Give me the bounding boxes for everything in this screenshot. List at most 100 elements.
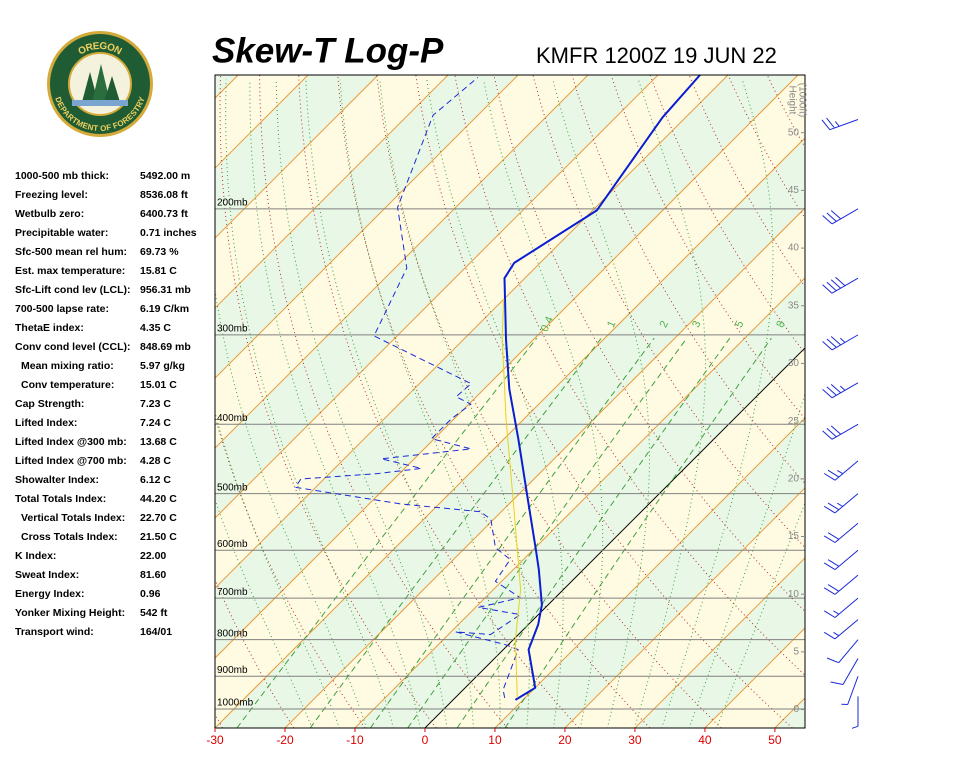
chart-title: Skew-T Log-P — [212, 31, 444, 70]
index-value: 15.01 C — [140, 379, 177, 391]
x-tick-label: 10 — [488, 733, 502, 747]
isotherm-band — [215, 75, 805, 728]
moist-adiabat — [483, 79, 604, 728]
index-label: ThetaE index: — [15, 322, 84, 334]
y-tick-label: 200mb — [217, 198, 248, 209]
index-label: Conv cond level (CCL): — [15, 341, 131, 353]
index-label: Precipitable water: — [15, 227, 108, 239]
isotherm — [634, 557, 805, 728]
mixing-ratio-line — [309, 337, 602, 728]
mixing-ratio-line — [369, 337, 655, 728]
moist-adiabat — [552, 79, 650, 728]
x-tick-label: 0 — [422, 733, 429, 747]
x-tick-label: 20 — [558, 733, 572, 747]
moist-adiabat — [688, 392, 805, 728]
index-label: Transport wind: — [15, 626, 94, 638]
mixing-ratio-line — [456, 337, 731, 728]
dry-adiabat — [376, 75, 722, 728]
y-tick-label: 500mb — [217, 482, 248, 493]
y-tick-label: 1000mb — [217, 698, 254, 709]
dry-adiabat — [885, 75, 960, 728]
index-value: 4.28 C — [140, 455, 171, 467]
sounding-line — [501, 298, 522, 698]
isotherm — [215, 75, 449, 309]
index-label: Energy Index: — [15, 588, 84, 600]
mixing-ratio-label: 5 — [733, 319, 746, 330]
mixing-ratio-line — [504, 337, 772, 728]
index-value: 6.19 C/km — [140, 303, 189, 315]
moist-adiabat — [225, 79, 394, 728]
isotherm — [215, 75, 379, 239]
dry-adiabat — [215, 578, 295, 728]
y2-tick-label: 5 — [793, 646, 799, 657]
wind-barb — [823, 574, 859, 595]
y-tick-label: 700mb — [217, 587, 248, 598]
y-tick-label: 300mb — [217, 324, 248, 335]
index-value: 6.12 C — [140, 474, 171, 486]
index-value: 44.20 C — [140, 493, 177, 505]
index-value: 0.71 inches — [140, 227, 197, 239]
x-tick-label: 50 — [768, 733, 782, 747]
isotherm — [215, 75, 519, 379]
index-label: Sfc-Lift cond lev (LCL): — [15, 284, 131, 296]
wind-barb — [822, 382, 859, 399]
freezing-isotherm — [424, 347, 805, 728]
isotherm — [215, 137, 805, 728]
mixing-ratio-label: 0.4 — [539, 315, 556, 334]
mixing-ratio-label: 3 — [690, 319, 703, 330]
y-tick-label: 600mb — [217, 539, 248, 550]
dry-adiabat — [845, 75, 960, 728]
index-label: Showalter Index: — [15, 474, 99, 486]
moist-adiabat — [249, 79, 421, 728]
index-value: 164/01 — [140, 626, 172, 638]
index-value: 6400.73 ft — [140, 208, 188, 220]
wind-barb — [823, 493, 859, 514]
dry-adiabat — [806, 75, 960, 728]
index-label: Lifted Index @300 mb: — [15, 436, 127, 448]
wind-barb — [822, 423, 859, 440]
index-value: 22.00 — [140, 550, 166, 562]
index-label: Sfc-500 mean rel hum: — [15, 246, 127, 258]
index-label: 1000-500 mb thick: — [15, 170, 109, 182]
index-value: 8536.08 ft — [140, 189, 188, 201]
wind-barb — [823, 549, 859, 571]
sounding-line — [294, 77, 521, 698]
isotherm — [354, 277, 805, 728]
x-tick-label: 30 — [628, 733, 642, 747]
index-value: 7.23 C — [140, 398, 171, 410]
wind-barb — [822, 208, 859, 225]
wind-barb — [823, 522, 859, 543]
plot-frame — [214, 74, 806, 729]
y2-tick-label: 25 — [788, 416, 800, 427]
index-label: Cross Totals Index: — [21, 531, 118, 543]
isotherm — [494, 417, 805, 728]
wind-barb — [822, 276, 859, 294]
index-label: Vertical Totals Index: — [21, 512, 125, 524]
y-tick-label: 800mb — [217, 628, 248, 639]
x-tick-label: 40 — [698, 733, 712, 747]
index-label: Total Totals Index: — [15, 493, 106, 505]
index-value: 15.81 C — [140, 265, 177, 277]
index-value: 7.24 C — [140, 417, 171, 429]
y-tick-label: 400mb — [217, 413, 248, 424]
index-label: K Index: — [15, 550, 56, 562]
moist-adiabat — [215, 287, 368, 728]
index-label: Sweat Index: — [15, 569, 79, 581]
index-label: Yonker Mixing Height: — [15, 607, 125, 619]
index-value: 5492.00 m — [140, 170, 190, 182]
wind-barb — [823, 460, 859, 481]
y2-tick-label: 15 — [788, 531, 800, 542]
y2-tick-label: 30 — [788, 358, 800, 369]
index-value: 848.69 mb — [140, 341, 191, 353]
index-label: Freezing level: — [15, 189, 88, 201]
index-label: Mean mixing ratio: — [21, 360, 114, 372]
index-value: 22.70 C — [140, 512, 177, 524]
y2-tick-label: 35 — [788, 300, 800, 311]
dry-adiabat — [259, 75, 508, 728]
y2-axis-label: Height — [786, 86, 797, 115]
logo: OREGON DEPARTMENT OF FORESTRY — [47, 31, 153, 137]
y2-tick-label: 45 — [788, 185, 800, 196]
chart-subtitle: KMFR 1200Z 19 JUN 22 — [536, 43, 777, 68]
index-label: Lifted Index @700 mb: — [15, 455, 127, 467]
x-tick-label: -10 — [346, 733, 364, 747]
